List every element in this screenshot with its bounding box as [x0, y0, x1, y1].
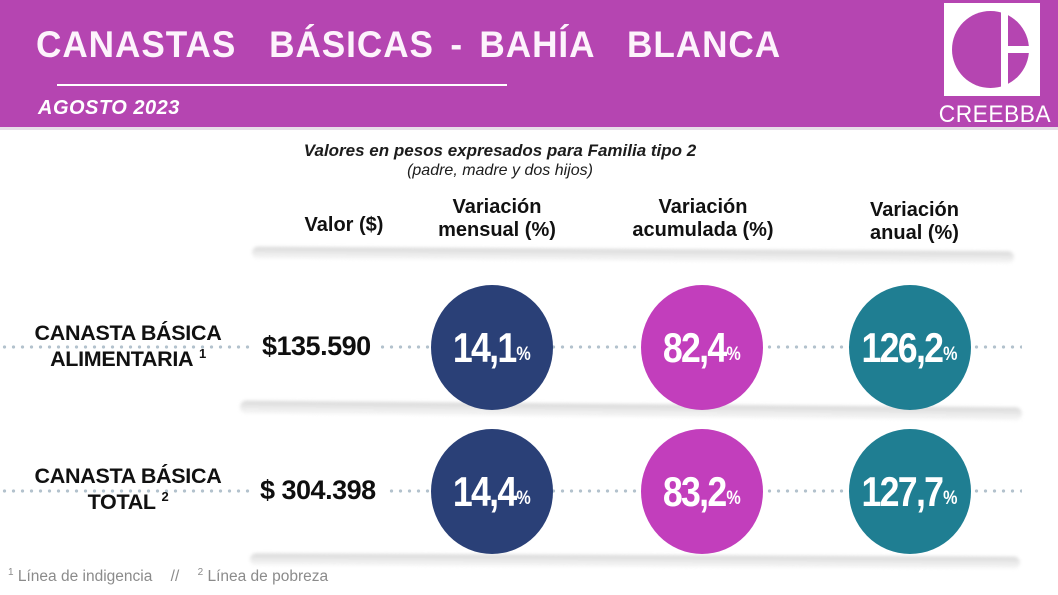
- row1-anual-content: 126,2%: [862, 324, 958, 372]
- row2-variacion-mensual-circle: 14,4%: [431, 429, 553, 554]
- row2-anual-content: 127,7%: [862, 468, 958, 516]
- row1-anual-number: 126,2: [861, 323, 945, 371]
- creebba-logo-icon: [944, 3, 1040, 96]
- subtitle-line1: Valores en pesos expresados para Familia…: [303, 141, 697, 160]
- subtitle-line2: (padre, madre y dos hijos): [407, 162, 593, 179]
- percent-sign: %: [726, 487, 741, 509]
- page-title: CANASTAS BÁSICAS - BAHÍA BLANCA: [36, 24, 782, 65]
- row1-label-line2: ALIMENTARIA: [50, 347, 194, 372]
- subtitle-block: Valores en pesos expresados para Familia…: [0, 141, 1000, 180]
- divider-bar-top: [251, 246, 1015, 264]
- percent-sign: %: [516, 487, 531, 509]
- percent-sign: %: [726, 343, 741, 365]
- row2-variacion-acumulada-circle: 83,2%: [641, 429, 763, 554]
- divider-bar-bottom: [249, 553, 1021, 569]
- row2-label-line2: TOTAL: [87, 490, 156, 515]
- footnote1-text: Línea de indigencia: [17, 568, 153, 586]
- row2-mensual-number: 14,4: [453, 467, 517, 515]
- percent-sign: %: [943, 487, 959, 509]
- row2-mensual-content: 14,4%: [453, 468, 531, 516]
- row-label-canasta-basica-alimentaria: CANASTA BÁSICA ALIMENTARIA 1: [0, 320, 256, 373]
- footnote1-ref: 1: [8, 567, 14, 578]
- row1-variacion-acumulada-circle: 82,4%: [641, 285, 763, 410]
- row2-anual-number: 127,7: [861, 467, 945, 515]
- footnote2-text: Línea de pobreza: [207, 568, 329, 586]
- title-underline: [57, 84, 507, 86]
- row1-footnote-ref: 1: [198, 346, 206, 362]
- report-period: AGOSTO 2023: [38, 97, 180, 119]
- row2-variacion-anual-circle: 127,7%: [849, 429, 971, 554]
- row1-acumulada-content: 82,4%: [663, 324, 741, 372]
- row1-value-pesos: $135.590: [252, 328, 381, 365]
- percent-sign: %: [516, 343, 531, 365]
- footnote-separator: //: [170, 568, 180, 586]
- footnote2-ref: 2: [197, 567, 204, 578]
- row-label-canasta-basica-total: CANASTA BÁSICA TOTAL 2: [0, 463, 256, 516]
- row1-variacion-anual-circle: 126,2%: [849, 285, 971, 410]
- column-header-variacion-acumulada: Variación acumulada (%): [632, 196, 774, 241]
- column-header-variacion-mensual: Variación mensual (%): [438, 196, 556, 241]
- footnotes: 1 Línea de indigencia // 2 Línea de pobr…: [8, 567, 328, 586]
- creebba-logo-text: CREEBBA: [938, 101, 1052, 128]
- row1-acumulada-number: 82,4: [663, 323, 727, 371]
- row2-value-pesos: $ 304.398: [250, 472, 386, 509]
- row2-acumulada-content: 83,2%: [663, 468, 741, 516]
- row2-label-line1: CANASTA BÁSICA: [34, 464, 222, 488]
- header-band: CANASTAS BÁSICAS - BAHÍA BLANCA AGOSTO 2…: [0, 0, 1058, 130]
- row2-acumulada-number: 83,2: [663, 467, 727, 515]
- creebba-logo-svg: [952, 6, 1037, 93]
- column-header-valor: Valor ($): [304, 214, 384, 236]
- column-header-variacion-anual: Variación anual (%): [870, 199, 959, 244]
- row1-mensual-content: 14,1%: [453, 324, 531, 372]
- row1-label-line1: CANASTA BÁSICA: [34, 321, 222, 345]
- row2-footnote-ref: 2: [161, 489, 169, 505]
- percent-sign: %: [943, 343, 959, 365]
- row1-mensual-number: 14,1: [453, 323, 517, 371]
- row1-variacion-mensual-circle: 14,1%: [431, 285, 553, 410]
